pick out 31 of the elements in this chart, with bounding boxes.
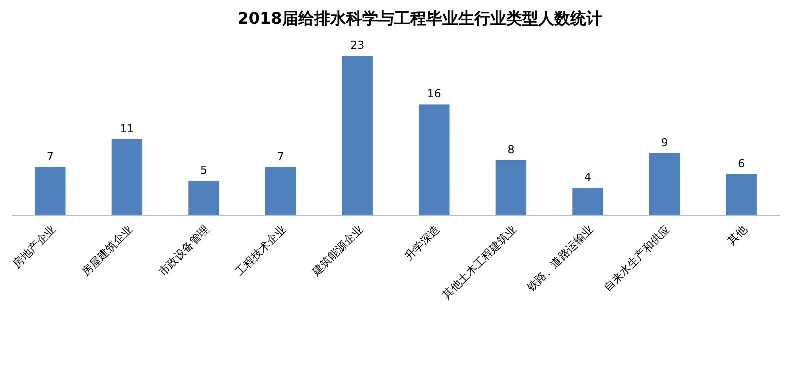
data-label: 5 — [200, 164, 208, 178]
x-tick-label: 其他 — [724, 222, 750, 248]
bar — [572, 188, 604, 216]
bar — [35, 167, 66, 216]
bar — [496, 160, 527, 216]
bar — [265, 167, 296, 216]
data-label: 7 — [277, 150, 284, 164]
x-tick-label: 市政设备管理 — [156, 222, 212, 279]
bar — [342, 56, 373, 216]
bar — [419, 104, 450, 216]
data-label: 9 — [661, 136, 668, 150]
x-tick-label: 房屋建筑企业 — [79, 222, 136, 279]
data-label: 8 — [508, 143, 515, 156]
x-tick-label: 建筑能源企业 — [309, 222, 366, 280]
data-label: 4 — [584, 171, 592, 184]
data-label: 11 — [120, 122, 134, 136]
data-label: 7 — [46, 150, 54, 164]
data-label: 23 — [350, 39, 365, 52]
bar — [726, 174, 757, 216]
x-tick-label: 工程技术企业 — [233, 222, 289, 279]
data-label: 16 — [427, 88, 442, 101]
bar — [112, 139, 143, 216]
x-tick-label: 其他土木工程建筑业 — [440, 222, 520, 302]
x-tick-label: 铁路、道路运输业 — [524, 222, 596, 296]
x-tick-label: 自来水生产和供应 — [602, 222, 673, 294]
bar — [649, 153, 680, 216]
data-label: 6 — [738, 157, 746, 170]
bar — [188, 181, 220, 216]
x-tick-label: 升学深造 — [402, 222, 443, 264]
chart-title: 2018届给排水科学与工程毕业生行业类型人数统计 — [238, 9, 602, 28]
x-tick-label: 房地产企业 — [10, 222, 59, 272]
